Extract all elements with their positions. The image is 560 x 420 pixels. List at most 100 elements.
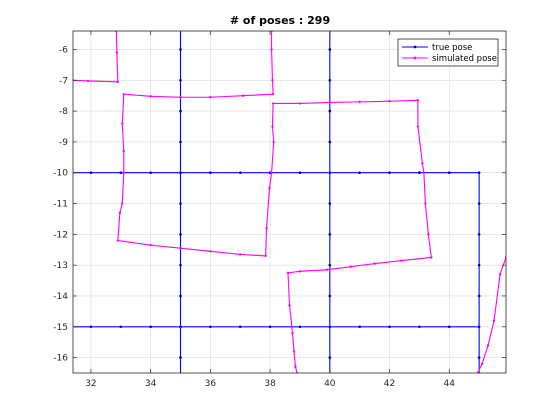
simulated-pose-point: [298, 270, 302, 273]
y-tick-label: -7: [59, 76, 68, 86]
true-pose-point: [328, 356, 332, 359]
true-pose-point: [119, 325, 123, 329]
true-pose-point: [388, 171, 391, 175]
simulated-pose-point: [416, 99, 420, 102]
y-tick-label: -16: [53, 354, 68, 364]
true-pose-point: [119, 171, 123, 175]
simulated-pose-point: [271, 79, 274, 82]
simulated-pose-point: [209, 250, 212, 253]
simulated-pose-point: [400, 259, 403, 262]
y-tick-label: -10: [53, 169, 68, 179]
simulated-pose-point: [118, 211, 122, 214]
y-tick-label: -13: [53, 261, 68, 271]
y-tick-label: -6: [59, 45, 68, 55]
simulated-pose-point: [264, 254, 267, 258]
simulated-pose-point: [265, 226, 268, 230]
simulated-pose-point: [373, 262, 376, 265]
simulated-pose-line: [477, 257, 506, 373]
true-pose-point: [447, 325, 451, 329]
simulated-pose-point: [480, 362, 484, 365]
true-pose-point: [388, 325, 391, 329]
simulated-pose-point: [486, 344, 490, 347]
true-pose-point: [447, 171, 451, 175]
true-pose-point: [179, 171, 182, 175]
true-pose-point: [418, 325, 421, 329]
legend-marker-simulated-pose: [413, 56, 417, 60]
simulated-pose-point: [86, 79, 90, 83]
y-tick-label: -12: [53, 230, 68, 240]
true-pose-point: [179, 356, 182, 359]
simulated-pose-point: [325, 268, 329, 271]
true-pose-point: [179, 294, 182, 298]
simulated-pose-point: [115, 51, 119, 54]
true-pose-point: [149, 171, 152, 175]
true-pose-point: [328, 233, 332, 236]
simulated-pose-point: [149, 95, 152, 98]
true-pose-point: [238, 325, 242, 329]
simulated-pose-point: [209, 96, 212, 99]
simulated-pose-point: [116, 80, 119, 84]
true-pose-point: [89, 325, 93, 329]
legend-box: [397, 38, 499, 67]
simulated-pose-point: [272, 140, 275, 144]
x-tick-label: 34: [145, 379, 157, 389]
legend-label-true-pose: true pose: [432, 43, 472, 53]
true-pose-point: [179, 48, 182, 51]
simulated-pose-point: [271, 92, 275, 96]
plot-frame: [72, 30, 507, 374]
simulated-pose-point: [122, 149, 125, 153]
true-pose-point: [477, 233, 481, 236]
true-pose-point: [328, 109, 332, 113]
simulated-pose-point: [349, 265, 352, 268]
true-pose-point: [358, 171, 361, 175]
simulated-pose-point: [268, 186, 271, 190]
true-pose-point: [179, 263, 182, 267]
simulated-pose-point: [416, 125, 420, 128]
x-tick-label: 32: [85, 379, 96, 389]
true-pose-point: [179, 202, 182, 205]
true-pose-point: [209, 171, 212, 175]
true-pose-point: [298, 171, 302, 175]
true-pose-point: [209, 325, 212, 329]
y-tick-label: -8: [59, 107, 68, 117]
true-pose-point: [328, 48, 332, 51]
legend: true pose simulated pose: [397, 38, 499, 67]
simulated-pose-point: [358, 100, 361, 104]
true-pose-point: [477, 202, 481, 205]
simulated-pose-point: [122, 171, 125, 174]
simulated-pose-point: [492, 319, 496, 322]
simulated-pose-point: [179, 247, 182, 250]
true-pose-point: [298, 325, 302, 329]
simulated-pose-point: [288, 304, 291, 307]
true-pose-point: [358, 325, 361, 329]
true-pose-point: [477, 356, 481, 359]
true-pose-point: [179, 140, 182, 144]
simulated-pose-point: [292, 350, 296, 353]
plot-background: [73, 31, 506, 373]
simulated-pose-point: [270, 171, 273, 174]
simulated-pose-point: [294, 365, 297, 369]
simulated-pose-line: [117, 31, 432, 373]
x-tick-label: 42: [384, 379, 395, 389]
simulated-pose-point: [149, 243, 152, 247]
true-pose-point: [328, 325, 332, 329]
legend-marker-true-pose: [413, 45, 417, 49]
true-pose-point: [328, 263, 332, 267]
true-pose-point: [179, 109, 182, 113]
simulated-pose-point: [498, 273, 502, 276]
true-pose-point: [328, 294, 332, 298]
simulated-pose-point: [271, 125, 274, 128]
true-pose-point: [328, 78, 332, 82]
simulated-pose-point: [116, 239, 119, 242]
y-tick-label: -11: [53, 200, 68, 210]
simulated-pose-point: [421, 162, 424, 165]
true-pose-point: [268, 325, 272, 329]
true-pose-point: [328, 171, 332, 175]
simulated-pose-point: [422, 171, 426, 174]
true-pose-point: [89, 171, 93, 175]
y-tick-label: -9: [59, 138, 68, 148]
simulated-pose-point: [388, 100, 391, 103]
true-pose-point: [477, 325, 481, 329]
true-pose-point: [238, 171, 242, 175]
x-tick-label: 40: [324, 379, 336, 389]
